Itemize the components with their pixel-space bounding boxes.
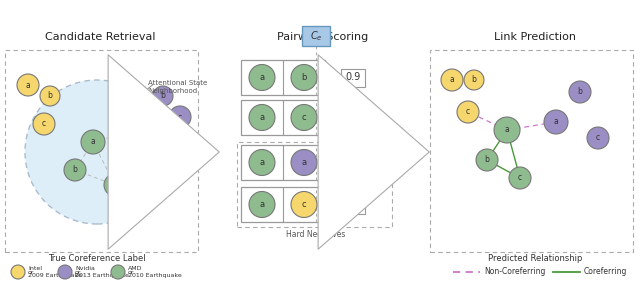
Circle shape xyxy=(291,150,317,175)
Text: a: a xyxy=(259,73,264,82)
Circle shape xyxy=(457,101,479,123)
Text: b: b xyxy=(577,88,582,97)
Text: a: a xyxy=(301,158,307,167)
Circle shape xyxy=(11,265,25,279)
Bar xyxy=(328,159,336,166)
Circle shape xyxy=(153,86,173,106)
Circle shape xyxy=(58,265,72,279)
Text: 2009 Earthquake: 2009 Earthquake xyxy=(28,273,82,278)
Text: $C_e$: $C_e$ xyxy=(310,29,323,43)
Text: a: a xyxy=(91,137,95,146)
Text: 0.1: 0.1 xyxy=(346,200,360,209)
Text: True Coreference Label: True Coreference Label xyxy=(48,254,146,263)
Bar xyxy=(328,73,336,81)
Text: Nvidia: Nvidia xyxy=(75,266,95,271)
Text: 0.9: 0.9 xyxy=(346,72,360,82)
Text: AMD: AMD xyxy=(128,266,143,271)
Text: Link Prediction: Link Prediction xyxy=(494,32,576,42)
Text: Predicted Relationship: Predicted Relationship xyxy=(488,254,582,263)
Circle shape xyxy=(544,110,568,134)
Bar xyxy=(241,187,325,222)
Text: b: b xyxy=(472,75,476,84)
Bar xyxy=(328,200,336,209)
Text: or: or xyxy=(28,269,35,275)
Circle shape xyxy=(249,64,275,90)
Text: c: c xyxy=(596,133,600,142)
Circle shape xyxy=(464,70,484,90)
Text: 2010 Earthquake: 2010 Earthquake xyxy=(128,273,182,278)
Bar xyxy=(341,108,365,126)
Circle shape xyxy=(476,149,498,171)
Bar xyxy=(241,100,325,135)
Text: c: c xyxy=(178,113,182,122)
Circle shape xyxy=(291,104,317,130)
Circle shape xyxy=(64,159,86,181)
Circle shape xyxy=(169,106,191,128)
Circle shape xyxy=(111,265,125,279)
Text: a: a xyxy=(259,113,264,122)
Text: a: a xyxy=(450,75,454,84)
Text: a: a xyxy=(259,200,264,209)
Bar xyxy=(241,60,325,95)
Circle shape xyxy=(291,191,317,218)
Circle shape xyxy=(104,174,126,196)
Circle shape xyxy=(17,74,39,96)
Circle shape xyxy=(249,191,275,218)
Text: Non-Coreferring: Non-Coreferring xyxy=(484,267,545,276)
Bar xyxy=(341,195,365,213)
Text: a: a xyxy=(127,128,132,137)
Circle shape xyxy=(441,69,463,91)
Text: Hard Negatives: Hard Negatives xyxy=(286,230,346,239)
Text: b: b xyxy=(47,92,52,101)
Text: a: a xyxy=(554,117,558,126)
Circle shape xyxy=(509,167,531,189)
Circle shape xyxy=(249,104,275,130)
Circle shape xyxy=(249,150,275,175)
Text: b: b xyxy=(161,92,165,101)
Circle shape xyxy=(291,64,317,90)
Circle shape xyxy=(81,130,105,154)
Circle shape xyxy=(119,121,141,143)
Text: or: or xyxy=(128,269,134,275)
Bar xyxy=(341,153,365,171)
Text: 0.7: 0.7 xyxy=(346,113,361,122)
Bar xyxy=(341,68,365,86)
Text: a: a xyxy=(26,81,30,90)
Bar xyxy=(5,50,198,252)
Bar xyxy=(241,145,325,180)
Text: c: c xyxy=(518,173,522,182)
Text: 2013 Earthquake: 2013 Earthquake xyxy=(75,273,129,278)
Bar xyxy=(328,113,336,122)
Circle shape xyxy=(587,127,609,149)
Circle shape xyxy=(33,113,55,135)
Bar xyxy=(302,26,330,46)
Bar xyxy=(430,50,633,252)
Text: Candidate Retrieval: Candidate Retrieval xyxy=(45,32,156,42)
Text: c: c xyxy=(113,180,117,189)
Text: c: c xyxy=(466,108,470,117)
Text: 0.4: 0.4 xyxy=(346,157,360,168)
Text: Coreferring: Coreferring xyxy=(584,267,627,276)
Text: Attentional State
Neighborhood: Attentional State Neighborhood xyxy=(148,80,207,93)
Circle shape xyxy=(569,81,591,103)
Text: Intel: Intel xyxy=(28,266,42,271)
Text: c: c xyxy=(301,200,307,209)
Text: b: b xyxy=(72,166,77,175)
Text: Pairwise Scoring: Pairwise Scoring xyxy=(277,32,369,42)
Text: c: c xyxy=(42,119,46,128)
Text: b: b xyxy=(484,155,490,164)
Circle shape xyxy=(40,86,60,106)
Text: b: b xyxy=(301,73,307,82)
Text: a: a xyxy=(259,158,264,167)
Circle shape xyxy=(494,117,520,143)
Text: a: a xyxy=(504,126,509,135)
Text: c: c xyxy=(301,113,307,122)
Text: or: or xyxy=(75,269,81,275)
Circle shape xyxy=(25,80,169,224)
Bar xyxy=(237,142,392,227)
